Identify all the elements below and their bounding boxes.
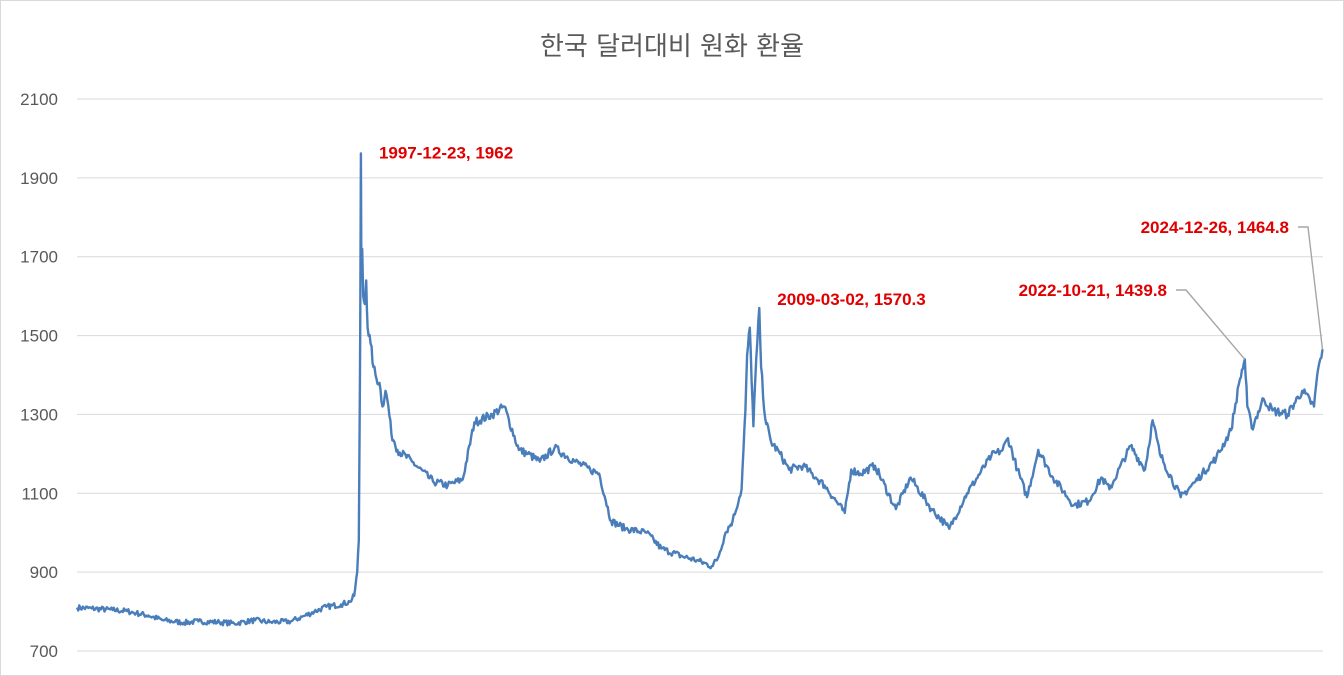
series-group bbox=[75, 152, 1324, 627]
y-tick-label-2100: 2100 bbox=[20, 90, 58, 109]
annotation-label-4: 2024-12-26, 1464.8 bbox=[1141, 218, 1289, 237]
y-tick-label-700: 700 bbox=[30, 642, 58, 661]
annotations: 1997-12-23, 1962 2009-03-02, 1570.3 2022-1… bbox=[379, 143, 1324, 360]
y-axis-ticks: 700 900 1100 1300 1500 1700 1900 2100 bbox=[20, 90, 58, 661]
y-tick-label-1500: 1500 bbox=[20, 327, 58, 346]
y-tick-label-1900: 1900 bbox=[20, 169, 58, 188]
gridlines bbox=[77, 98, 1323, 652]
y-tick-label-1100: 1100 bbox=[21, 484, 58, 503]
y-tick-label-900: 900 bbox=[30, 563, 58, 582]
annotation-label-2: 2009-03-02, 1570.3 bbox=[777, 290, 925, 309]
series-line bbox=[75, 152, 1324, 627]
annotation-leader-3 bbox=[1176, 289, 1246, 360]
y-tick-label-1700: 1700 bbox=[20, 248, 58, 267]
annotation-label-3: 2022-10-21, 1439.8 bbox=[1019, 281, 1167, 300]
y-tick-label-1300: 1300 bbox=[20, 405, 58, 424]
chart-title: 한국 달러대비 원화 환율 bbox=[540, 32, 804, 62]
annotation-leader-4 bbox=[1298, 226, 1324, 350]
annotation-label-1: 1997-12-23, 1962 bbox=[379, 143, 513, 162]
